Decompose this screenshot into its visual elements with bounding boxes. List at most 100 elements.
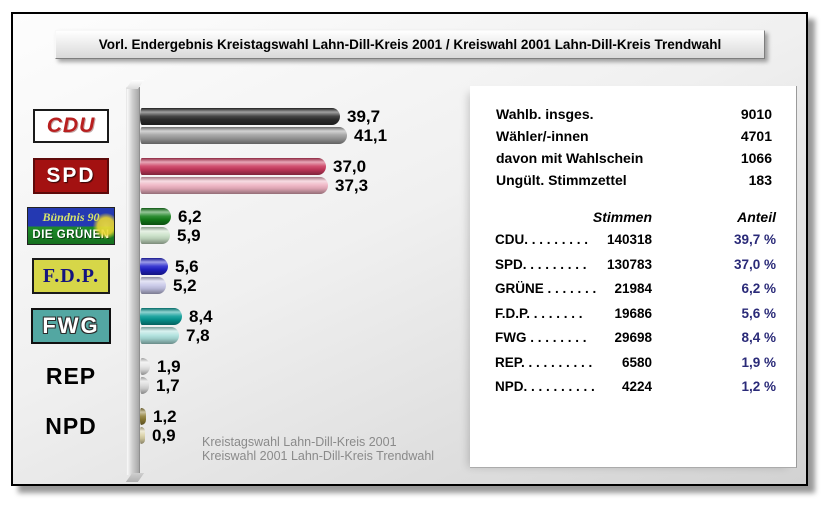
results-panel: Wahlb. insges. 9010 Wähler/-innen 4701 davon…: [470, 86, 797, 468]
stats-list: Wahlb. insges. 9010 Wähler/-innen 4701 davon…: [496, 106, 772, 194]
column-header-anteil: Anteil: [737, 209, 776, 225]
bar-npd-1: [140, 408, 146, 425]
bar-group: FWG 8,4 7,8: [13, 307, 806, 348]
footnote-line-1: Kreistagswahl Lahn-Dill-Kreis 2001: [202, 435, 397, 449]
bar-group: CDU 39,7 41,1: [13, 107, 806, 148]
footnote-line-2: Kreiswahl 2001 Lahn-Dill-Kreis Trendwahl: [202, 449, 435, 463]
page-title: Vorl. Endergebnis Kreistagswahl Lahn-Dil…: [98, 37, 722, 52]
bar-value-label: 7,8: [186, 326, 210, 345]
table-cell-anteil: 8,4 %: [741, 330, 776, 345]
party-label-holder: FWG: [25, 304, 117, 348]
bar-spd-2: [140, 177, 328, 194]
party-logo-spd: SPD: [33, 158, 109, 194]
gruene-logo-line1: Bündnis 90: [42, 210, 100, 224]
bar-rep-2: [140, 377, 149, 394]
party-label-rep: REP: [45, 362, 97, 389]
title-bar: Vorl. Endergebnis Kreistagswahl Lahn-Dil…: [55, 30, 765, 59]
table-cell-stimmen: 21984: [614, 281, 652, 296]
party-label-holder: REP: [25, 354, 117, 398]
table-cell-stimmen: 19686: [614, 305, 652, 321]
party-label-holder: F.D.P.: [25, 254, 117, 298]
stat-row: Wähler/-innen 4701: [496, 128, 772, 150]
table-cell-anteil: 1,2 %: [741, 379, 776, 394]
stat-label: Wahlb. insges.: [496, 106, 594, 122]
table-cell-anteil: 6,2 %: [741, 281, 776, 296]
table-cell-party: CDU. . . . . . . . .: [495, 232, 589, 247]
bar-value-label: 37,0: [333, 157, 367, 176]
bar-value-label: 1,2: [153, 407, 177, 426]
table-row: CDU. . . . . . . . . 140318 39,7 %: [495, 232, 776, 252]
table-cell-party: SPD. . . . . . . . .: [495, 256, 587, 272]
stat-label: Ungült. Stimmzettel: [496, 172, 627, 188]
bar-value-label: 5,2: [173, 276, 197, 295]
party-label-holder: NPD: [25, 404, 117, 448]
table-cell-stimmen: 130783: [606, 256, 652, 272]
column-header-stimmen: Stimmen: [592, 209, 652, 225]
table-row: REP. . . . . . . . . . 6580 1,9 %: [495, 355, 776, 375]
table-row: SPD. . . . . . . . . 130783 37,0 %: [495, 257, 776, 277]
bar-group: NPD 1,2 0,9: [13, 407, 806, 448]
bar-fwg-1: [140, 308, 182, 325]
bar-f.d.p.-2: [140, 277, 166, 294]
bar-rep-1: [140, 358, 150, 375]
bar-value-label: 0,9: [152, 426, 176, 445]
bar-value-label: 6,2: [178, 207, 202, 226]
bar-group: Bündnis 90 DIE GRÜNEN 6,2 5,9: [13, 207, 806, 248]
stat-value: 1066: [740, 150, 772, 166]
stat-row: davon mit Wahlschein 1066: [496, 150, 772, 172]
stat-value: 9010: [740, 106, 772, 122]
bar-value-label: 1,7: [156, 376, 180, 395]
bar-value-label: 37,3: [335, 176, 369, 195]
bar-group: REP 1,9 1,7: [13, 357, 806, 398]
chart-footnote: Kreistagswahl Lahn-Dill-Kreis 2001 Kreis…: [202, 435, 434, 463]
table-cell-stimmen: 140318: [606, 232, 652, 247]
party-label-holder: Bündnis 90 DIE GRÜNEN: [25, 204, 117, 248]
table-cell-party: FWG . . . . . . . .: [495, 330, 587, 345]
table-cell-anteil: 1,9 %: [741, 354, 776, 370]
table-cell-party: REP. . . . . . . . . .: [495, 354, 593, 370]
stat-row: Ungült. Stimmzettel 183: [496, 172, 772, 194]
party-logo-cdu: CDU: [33, 109, 109, 143]
table-cell-party: NPD. . . . . . . . . .: [495, 379, 595, 394]
party-logo-fdp: F.D.P.: [32, 258, 110, 294]
party-label-npd: NPD: [45, 412, 97, 439]
stat-value: 4701: [740, 128, 772, 144]
bar-fwg-2: [140, 327, 179, 344]
party-label-holder: SPD: [25, 154, 117, 198]
bar-value-label: 5,9: [177, 226, 201, 245]
table-cell-stimmen: 6580: [621, 354, 652, 370]
table-row: FWG . . . . . . . . 29698 8,4 %: [495, 330, 776, 350]
party-label-holder: CDU: [25, 104, 117, 148]
chart-axis: [126, 87, 140, 475]
party-logo-fwg: FWG: [31, 308, 111, 344]
table-row: F.D.P. . . . . . . . 19686 5,6 %: [495, 306, 776, 326]
bar-value-label: 39,7: [347, 107, 381, 126]
bar-value-label: 5,6: [175, 257, 199, 276]
bar-cdu-2: [140, 127, 347, 144]
table-cell-party: F.D.P. . . . . . . .: [495, 305, 583, 321]
table-cell-party: GRÜNE . . . . . . .: [495, 281, 597, 296]
bar-value-label: 1,9: [157, 357, 181, 376]
bar-grüne-2: [140, 227, 170, 244]
bar-value-label: 8,4: [189, 307, 213, 326]
main-frame: Vorl. Endergebnis Kreistagswahl Lahn-Dil…: [11, 12, 808, 486]
stat-row: Wahlb. insges. 9010: [496, 106, 772, 128]
bar-f.d.p.-1: [140, 258, 168, 275]
table-cell-anteil: 39,7 %: [733, 232, 776, 247]
table-row: NPD. . . . . . . . . . 4224 1,2 %: [495, 379, 776, 399]
bar-cdu-1: [140, 108, 340, 125]
table-cell-anteil: 5,6 %: [741, 305, 776, 321]
table-cell-anteil: 37,0 %: [733, 256, 776, 272]
bar-group: F.D.P. 5,6 5,2: [13, 257, 806, 298]
party-logo-gruene: Bündnis 90 DIE GRÜNEN: [27, 207, 115, 245]
table-cell-stimmen: 4224: [621, 379, 652, 394]
stat-value: 183: [748, 172, 772, 188]
bar-grüne-1: [140, 208, 171, 225]
bar-value-label: 41,1: [354, 126, 388, 145]
table-row: GRÜNE . . . . . . . 21984 6,2 %: [495, 281, 776, 301]
results-table: CDU. . . . . . . . . 140318 39,7 % SPD. . .…: [495, 232, 776, 432]
bar-spd-1: [140, 158, 326, 175]
gruene-logo-line2: DIE GRÜNEN: [32, 229, 110, 241]
chart-area: CDU 39,7 41,1 SPD 37,0 37,3 Bündnis 90 DIE GRÜN…: [13, 14, 806, 484]
